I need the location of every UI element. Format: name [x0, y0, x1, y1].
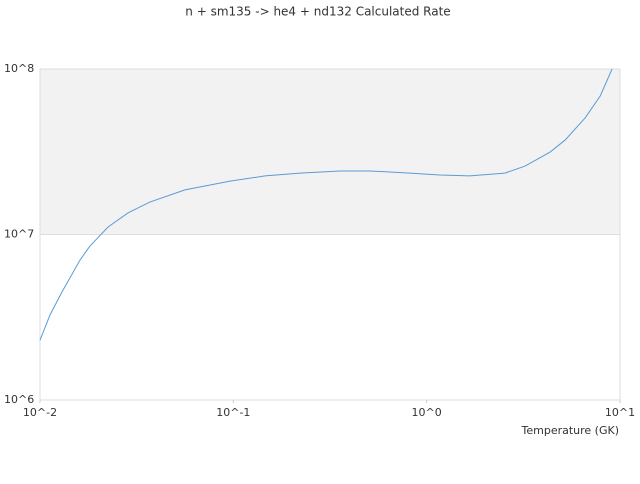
y-tick-label: 10^8: [4, 62, 34, 75]
chart-title: n + sm135 -> he4 + nd132 Calculated Rate: [185, 5, 450, 19]
x-tick-label: 10^-2: [23, 406, 57, 419]
line-series: [39, 68, 613, 341]
x-tick-label: 10^1: [605, 406, 635, 419]
plot-band: [40, 69, 620, 235]
x-axis-title: Temperature (GK): [521, 424, 620, 437]
x-tick-label: 10^0: [412, 406, 442, 419]
y-tick-label: 10^6: [4, 393, 34, 406]
x-tick-label: 10^-1: [216, 406, 250, 419]
y-tick-label: 10^7: [4, 228, 34, 241]
